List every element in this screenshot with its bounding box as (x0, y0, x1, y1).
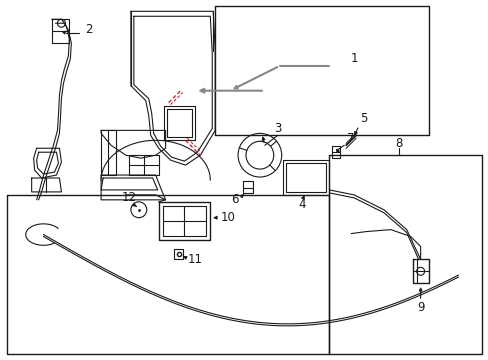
Text: 2: 2 (85, 23, 93, 36)
Text: 6: 6 (231, 193, 238, 206)
Text: 5: 5 (360, 112, 367, 125)
Text: 11: 11 (187, 253, 203, 266)
Text: 1: 1 (350, 53, 357, 66)
Text: 4: 4 (298, 198, 305, 211)
Text: 12: 12 (121, 192, 136, 204)
Text: 8: 8 (394, 137, 402, 150)
Text: 9: 9 (416, 301, 424, 314)
Text: 3: 3 (273, 122, 281, 135)
Text: 10: 10 (220, 211, 235, 224)
Text: 7: 7 (346, 132, 354, 145)
